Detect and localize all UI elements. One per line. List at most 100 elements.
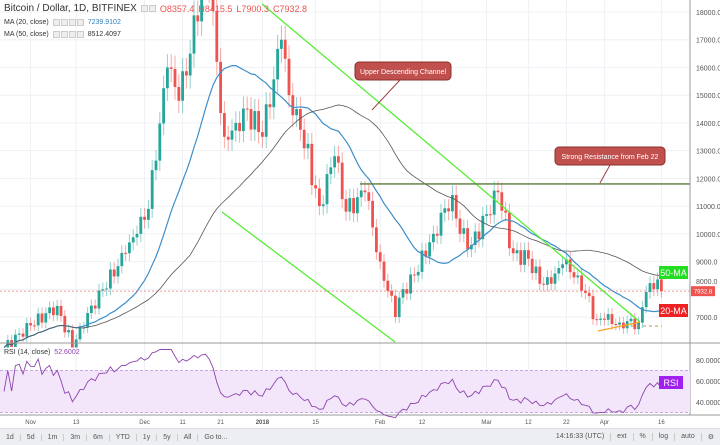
candle-body [196,15,200,22]
time-tick: 11 [179,420,186,426]
range-5d[interactable]: 5d [21,433,42,441]
ma20-label[interactable]: MA (20, close) [4,18,49,26]
symbol-title[interactable]: Bitcoin / Dollar, 1D, BITFINEX [4,2,137,14]
channel-callout [354,61,452,81]
range-all[interactable]: All [178,433,199,441]
upper-channel-line [261,3,641,323]
candle-body [401,289,405,298]
candle-body [154,160,158,171]
time-tick: Feb [375,420,386,426]
last-price-tag-text: 7932.8 [694,290,713,296]
rsi-value: 52.6002 [54,348,80,356]
ma20-tag [659,304,688,317]
candle-body [477,231,481,240]
candle-body [466,228,469,250]
price-tick: 15000.0 [696,93,720,100]
range-6m[interactable]: 6m [87,433,110,441]
candle-body [44,313,48,323]
candle-body [519,250,523,265]
candle-body [162,88,165,124]
candle-body [348,198,352,212]
candle-body [287,58,291,96]
candle-body [272,79,276,108]
ma50-tag-text: 50-MA [660,268,687,278]
price-tick: 7000.0 [696,315,718,322]
candle-body [86,313,89,328]
candle-body [261,132,264,137]
candle-body [268,104,272,108]
candle-body [473,231,477,245]
candle-body [242,108,245,132]
candle-body [177,86,181,101]
candle-body [67,330,70,333]
candle-body [215,10,219,62]
price-tick: 14000.0 [696,121,720,128]
candle-body [101,289,105,291]
candle-body [557,268,561,274]
ma50-value: 8512.4097 [87,30,121,38]
rsi-tag-text: RSI [663,378,678,388]
candle-body [109,269,112,289]
ma50-line [3,104,662,348]
candle-body [264,104,268,137]
candle-body [413,274,416,276]
candle-body [211,0,215,11]
candle-body [340,162,344,200]
candle-body [333,156,336,168]
range-ytd[interactable]: YTD [110,433,137,441]
candle-body [329,167,333,175]
candle-body [21,333,25,337]
range-5y[interactable]: 5y [157,433,178,441]
candle-body [435,233,439,236]
settings-gear-icon[interactable]: ⚙ [707,434,714,441]
candle-body [295,109,298,116]
candle-body [443,208,447,213]
candle-body [234,122,238,131]
range-3m[interactable]: 3m [64,433,88,441]
goto-button[interactable]: Go to... [204,433,228,441]
candle-body [614,324,618,326]
candle-body [352,198,355,214]
candle-body [648,283,652,293]
candle-body [124,252,127,254]
price-tick: 12000.0 [696,176,720,183]
ma50-legend: MA (50, close) 8512.4097 [4,29,121,39]
candle-body [283,39,287,59]
candle-body [576,275,580,278]
candle-body [641,307,644,323]
candle-body [291,95,295,116]
candle-body [310,143,314,186]
candle-body [530,258,534,274]
low-value: L7900.3 [236,3,269,14]
candle-body [515,250,519,254]
candle-body [147,208,150,220]
price-chart[interactable]: 7000.0 8000.0 9000.0 10000.0 11000.0 12000.0 1… [0,0,720,428]
range-1d[interactable]: 1d [0,433,21,441]
ma50-label[interactable]: MA (50, close) [4,30,49,38]
close-value: C7932.8 [272,3,307,14]
candle-body [428,242,431,257]
log-toggle[interactable]: log [653,433,676,441]
auto-toggle[interactable]: auto [675,433,702,441]
support-line [597,321,641,332]
candle-body [135,233,139,238]
time-tick: Mar [481,420,491,426]
range-1m[interactable]: 1m [42,433,65,441]
ext-toggle[interactable]: ext [611,433,634,441]
candle-body [36,313,40,326]
candle-body [71,330,74,348]
candle-body [397,297,401,318]
candle-body [52,307,55,316]
candle-body [253,111,257,130]
candle-body [462,228,466,234]
rsi-label[interactable]: RSI (14, close) [4,348,51,356]
rsi-tag [659,376,683,389]
percent-toggle[interactable]: % [634,433,653,441]
candle-body [549,277,553,284]
legend-buttons[interactable] [140,5,156,12]
range-1y[interactable]: 1y [137,433,158,441]
candle-body [591,296,595,320]
channel-callout-text: Upper Descending Channel [360,69,446,76]
candle-body [447,208,450,212]
candle-body [318,188,321,207]
